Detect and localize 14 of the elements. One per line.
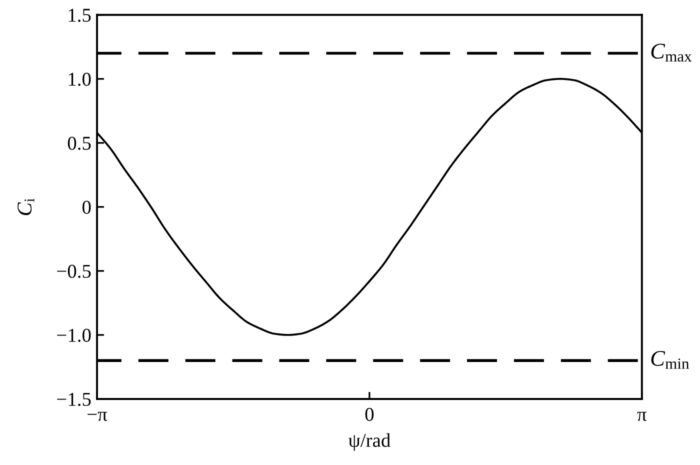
y-tick-label: 0.5: [68, 136, 91, 150]
ref-line-label: C$_{min}$: [651, 351, 690, 369]
y-axis-title: C$_{i}$: [18, 198, 34, 216]
y-tick-label: 1.5: [68, 8, 91, 22]
x-tick-label: 0: [365, 408, 374, 421]
y-tick-label: 0: [82, 200, 91, 214]
ref-line-label: C$_{max}$: [651, 44, 692, 62]
x-tick-label: π: [637, 412, 647, 421]
x-axis-title: ψ/rad: [348, 433, 390, 451]
y-tick-label: −1.0: [57, 328, 91, 342]
y-tick-label: −0.5: [57, 264, 91, 278]
y-tick-label: −1.5: [57, 392, 91, 406]
x-tick-label: −π: [88, 412, 108, 421]
y-tick-label: 1.0: [68, 72, 91, 86]
